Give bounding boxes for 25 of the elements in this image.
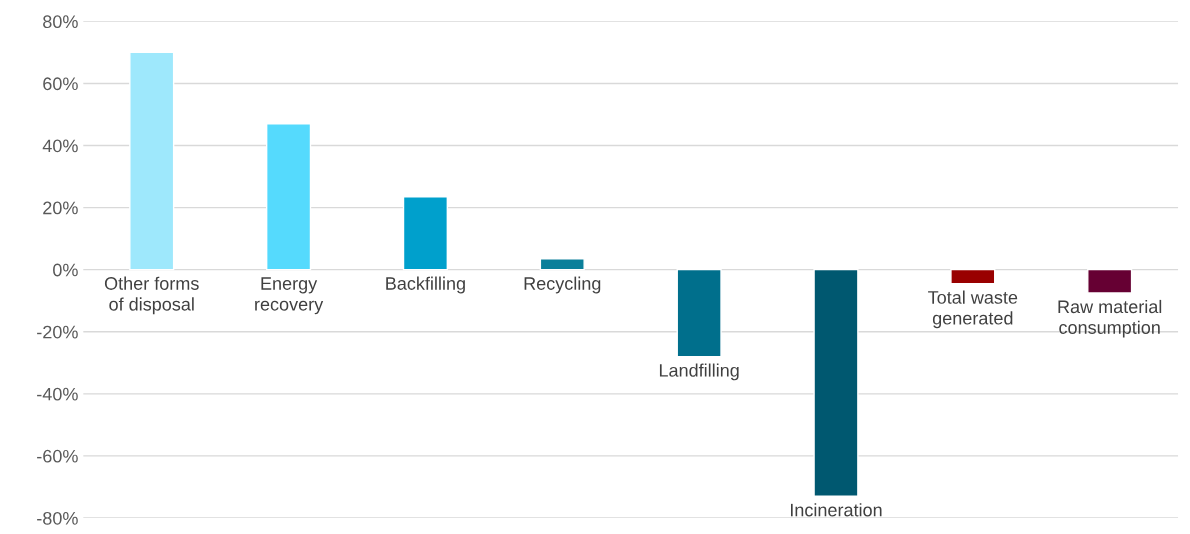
bar (676, 268, 722, 358)
bar (813, 268, 859, 497)
x-tick-label: Energy recovery (255, 277, 324, 315)
x-tick-label: Landfilling (659, 363, 739, 381)
bar (129, 51, 175, 271)
x-tick-label: Raw material consumption (1058, 299, 1162, 338)
y-tick-label: 20% (43, 201, 78, 215)
x-tick-label: Backfilling (386, 276, 465, 294)
bar (950, 268, 996, 285)
y-tick-label: -60% (37, 449, 78, 463)
x-tick-label: Other forms of disposal (104, 276, 199, 315)
y-tick-label: -80% (37, 511, 78, 525)
y-tick-label: -40% (37, 387, 78, 401)
bar (539, 258, 585, 271)
y-tick-label: 40% (42, 139, 78, 153)
y-tick-label: 0% (53, 263, 78, 277)
bar (402, 196, 449, 271)
x-tick-label: Incineration (790, 503, 882, 517)
y-tick-label: -20% (37, 325, 78, 339)
bar (265, 123, 312, 271)
bar (1087, 268, 1133, 294)
x-tick-label: Recycling (524, 276, 601, 294)
y-tick-label: 80% (43, 15, 78, 29)
x-tick-label: Total waste generated (928, 290, 1018, 329)
y-tick-label: 60% (43, 77, 78, 91)
